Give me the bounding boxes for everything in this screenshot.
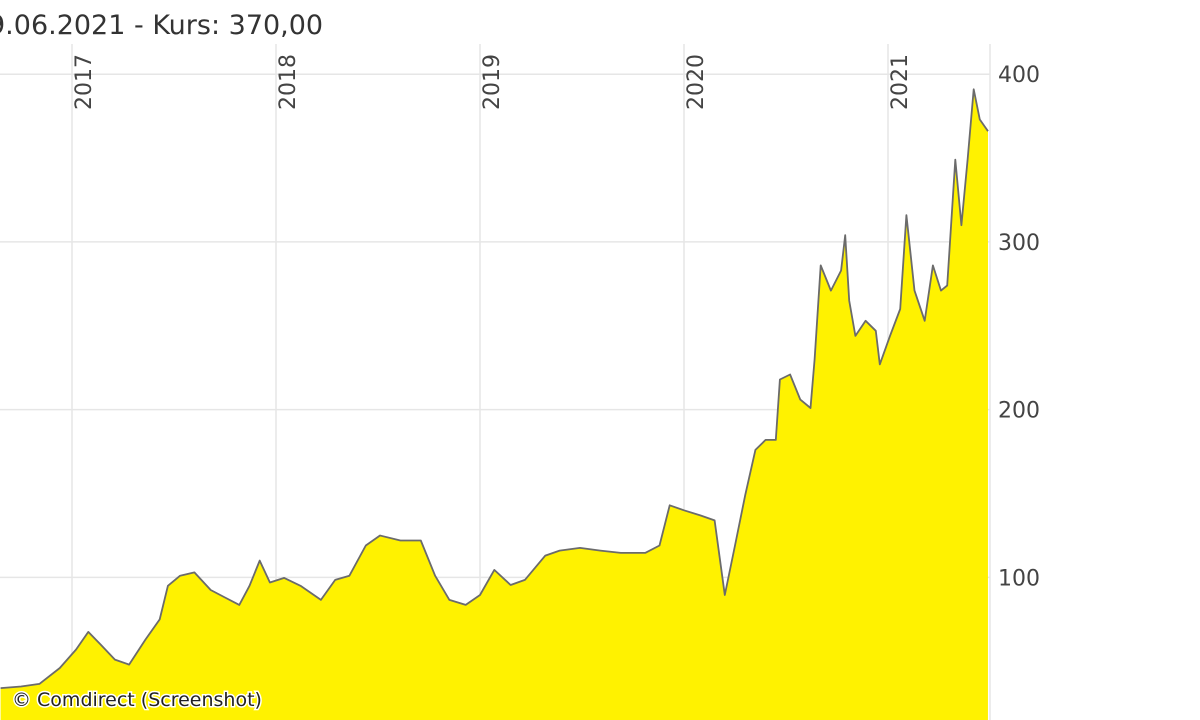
x-tick-label: 2021 <box>888 54 913 110</box>
chart-title: 9.06.2021 - Kurs: 370,00 <box>0 10 323 41</box>
y-tick-label: 300 <box>998 231 1040 256</box>
x-tick-label: 2017 <box>72 54 97 110</box>
y-tick-label: 400 <box>998 63 1040 88</box>
plot <box>0 44 991 720</box>
x-tick-label: 2019 <box>480 54 505 110</box>
x-tick-label: 2020 <box>684 54 709 110</box>
price-line <box>0 88 989 689</box>
area-fill <box>0 89 988 720</box>
x-tick-label: 2018 <box>276 54 301 110</box>
y-tick-label: 200 <box>998 399 1040 424</box>
y-tick-label: 100 <box>998 566 1040 591</box>
credit: © Comdirect (Screenshot) <box>12 689 262 711</box>
